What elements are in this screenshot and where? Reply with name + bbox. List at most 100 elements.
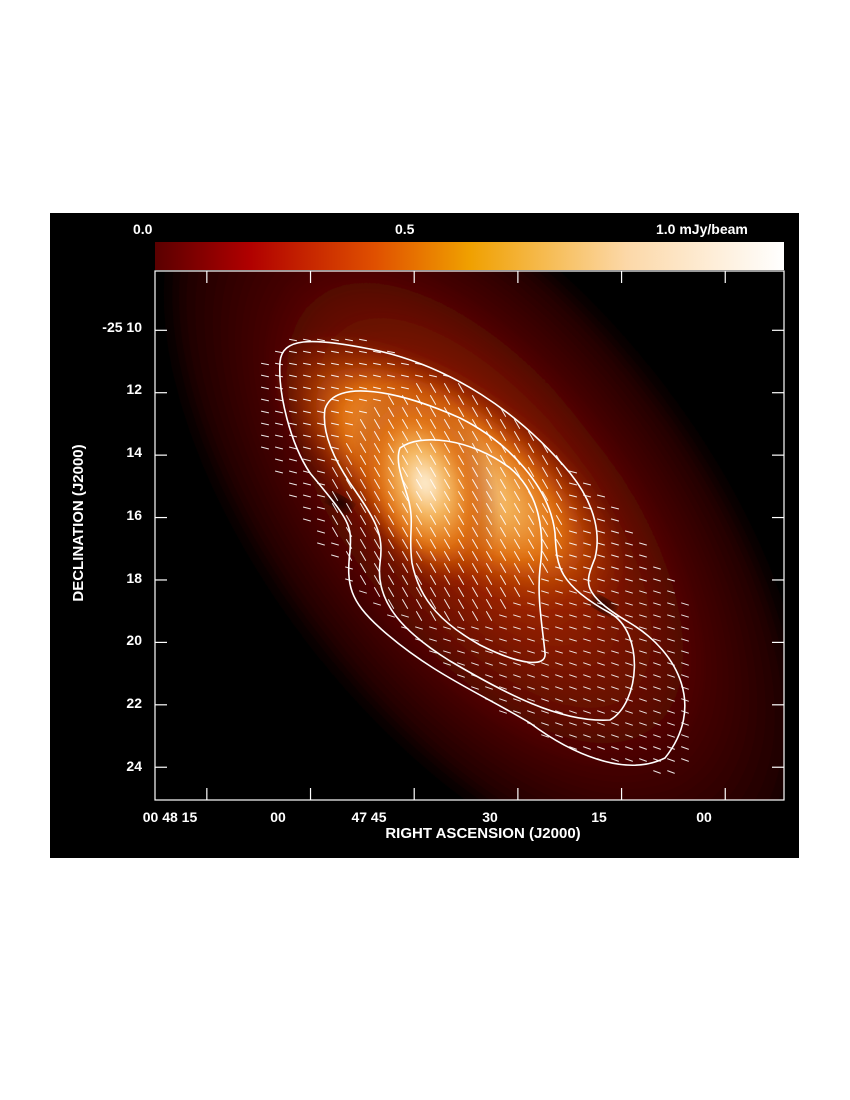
polarization-vector [302,506,312,510]
polarization-vector [499,638,507,642]
axis-ticks [155,271,784,800]
polarization-vector [667,602,675,606]
polarization-vector [583,686,591,690]
polarization-vector [358,410,368,414]
polarization-vector [499,674,507,678]
polarization-vector [415,430,423,442]
polarization-vector [596,518,606,522]
polarization-vector [527,638,535,642]
polarization-vector [625,758,633,762]
polarization-vector [610,530,620,534]
polarization-vector [681,614,689,618]
polarization-vector [569,674,577,678]
polarization-vector [639,734,647,738]
polarization-vector [485,626,493,630]
polarization-vector [260,386,270,390]
polarization-vector [302,434,312,438]
polarization-vector [569,542,577,546]
polarization-vector [387,586,395,598]
polarization-vector [568,506,578,510]
polarization-vector [611,602,619,606]
polarization-vector [373,490,381,502]
polarization-vector [499,430,507,442]
polarization-vector [499,526,507,538]
polarization-vector [583,578,591,582]
polarization-vector [527,478,535,490]
radio-map: 0.0 0.5 1.0 mJy/beam [70,221,785,842]
polarization-vector [485,550,493,562]
polarization-vector [485,406,493,418]
polarization-vector [485,638,493,642]
polarization-vector [611,686,619,690]
polarization-vector [653,734,661,738]
polarization-vector [358,338,368,342]
colorbar-tick-label: 1.0 mJy/beam [656,221,748,237]
polarization-vector [681,674,689,678]
polarization-vector [625,590,633,594]
polarization-vector [373,602,381,606]
polarization-vector [583,602,591,606]
polarization-vector [316,350,326,354]
polarization-vector [555,514,563,526]
polarization-vector [624,530,634,534]
polarization-vector [429,638,437,642]
polarization-vector [499,650,507,654]
polarization-vector [344,422,354,426]
polarization-vector [373,442,381,454]
polarization-vector [639,602,647,606]
polarization-vector [513,638,521,642]
polarization-vector [597,674,605,678]
polarization-vector [597,638,605,642]
polarization-vector [387,478,395,490]
polarization-vector [555,466,563,478]
polarization-vector [541,526,549,538]
polarization-vector [513,478,521,490]
polarization-vector [344,338,354,342]
polarization-vector [344,374,354,378]
polarization-vector [457,586,465,598]
polarization-vector [625,650,633,654]
polarization-vector [485,478,493,490]
polarization-vector [471,526,479,538]
polarization-vector [597,746,605,750]
polarization-vector [373,574,381,586]
polarization-vector [415,478,423,490]
polarization-vector [597,662,605,666]
polarization-vector [428,374,438,378]
polarization-vector [387,394,395,406]
polarization-vector [611,722,619,726]
polarization-vector [653,698,661,702]
polarization-vector [639,662,647,666]
polarization-vector [513,662,521,666]
polarization-vector [499,502,507,514]
x-tick-label: 00 [696,809,712,825]
polarization-vector [513,698,521,702]
polarization-vector [302,482,312,486]
polarization-vector [583,566,591,570]
polarization-vector [541,602,549,606]
polarization-vector [499,538,507,550]
polarization-vector [387,418,395,430]
polarization-vector [639,578,647,582]
polarization-vector [443,454,451,466]
polarization-vector [443,514,451,526]
polarization-vector [344,386,354,390]
polarization-vector [359,430,367,442]
polarization-vector [274,458,284,462]
polarization-vector [527,698,535,702]
polarization-vector [288,458,298,462]
polarization-vector [429,626,437,630]
polarization-vector [527,514,535,526]
polarization-vector [667,578,675,582]
polarization-vector [625,566,633,570]
polarization-vector [653,638,661,642]
polarization-vector [429,418,437,430]
polarization-vector [583,554,591,558]
polarization-vector [457,626,465,630]
polarization-vector [541,550,549,562]
polarization-vector [302,374,312,378]
polarization-vector [499,490,507,502]
polarization-vector [639,554,647,558]
polarization-vector [513,686,521,690]
polarization-vector [527,650,535,654]
